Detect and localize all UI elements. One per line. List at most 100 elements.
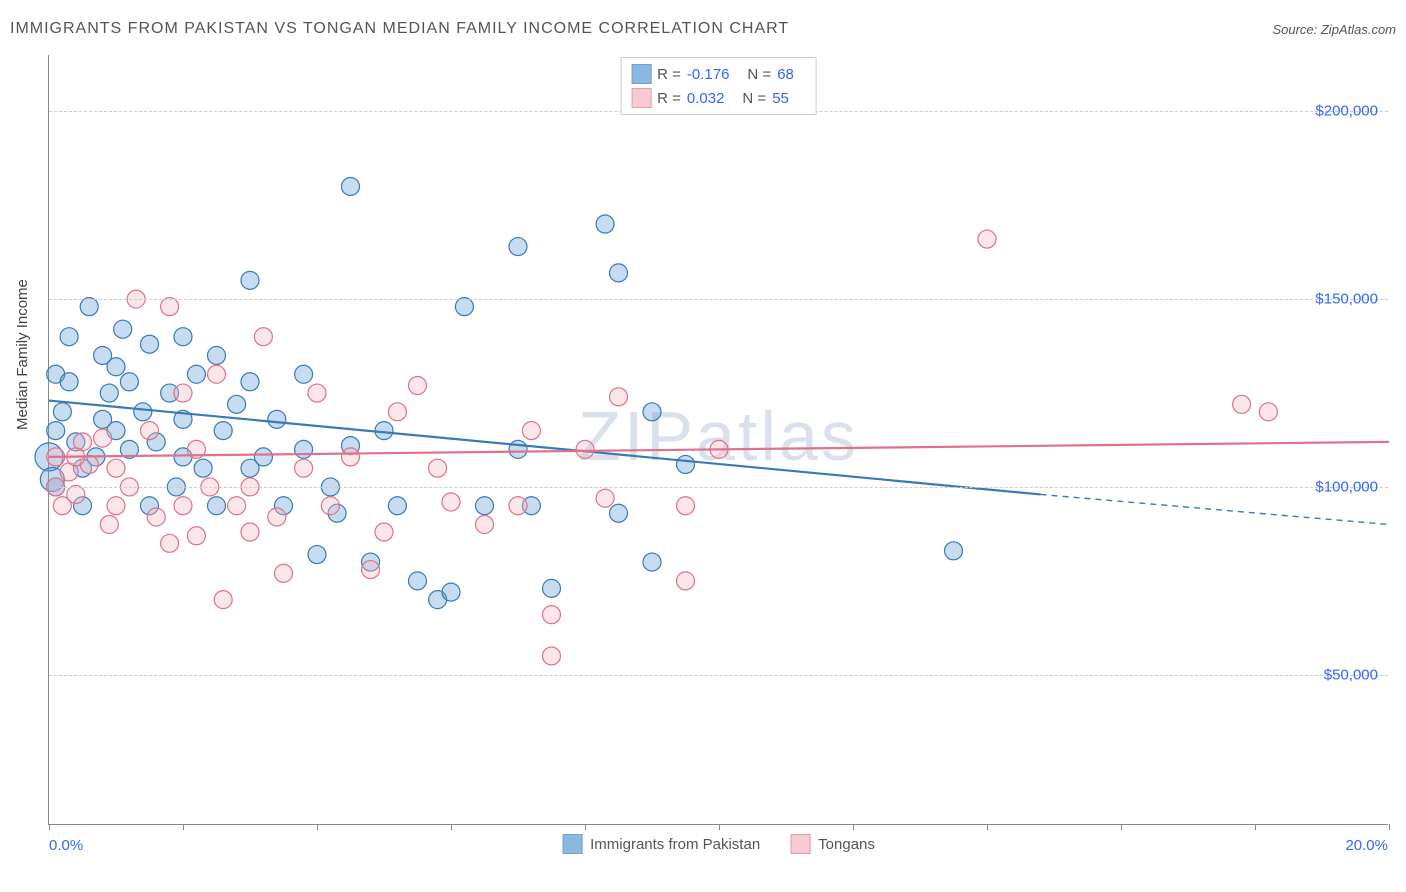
scatter-point bbox=[1233, 395, 1251, 413]
scatter-point bbox=[677, 572, 695, 590]
swatch-icon bbox=[631, 88, 651, 108]
stats-legend: R = -0.176 N = 68 R = 0.032 N = 55 bbox=[620, 57, 817, 115]
scatter-point bbox=[610, 264, 628, 282]
scatter-point bbox=[596, 489, 614, 507]
n-value: 55 bbox=[772, 90, 789, 107]
scatter-point bbox=[147, 508, 165, 526]
scatter-point bbox=[134, 403, 152, 421]
scatter-point bbox=[275, 564, 293, 582]
scatter-point bbox=[596, 215, 614, 233]
gridline bbox=[49, 675, 1388, 676]
scatter-point bbox=[241, 271, 259, 289]
ytick-label: $150,000 bbox=[1315, 291, 1378, 308]
gridline bbox=[49, 487, 1388, 488]
scatter-point bbox=[94, 429, 112, 447]
ytick-label: $200,000 bbox=[1315, 103, 1378, 120]
scatter-point bbox=[295, 365, 313, 383]
x-axis-end-label: 20.0% bbox=[1345, 837, 1388, 854]
swatch-icon bbox=[631, 64, 651, 84]
r-value: -0.176 bbox=[687, 66, 730, 83]
xtick bbox=[1255, 824, 1256, 830]
scatter-point bbox=[978, 230, 996, 248]
scatter-svg bbox=[49, 55, 1388, 824]
scatter-point bbox=[194, 459, 212, 477]
scatter-point bbox=[60, 373, 78, 391]
scatter-point bbox=[610, 388, 628, 406]
ytick-label: $100,000 bbox=[1315, 478, 1378, 495]
scatter-point bbox=[100, 516, 118, 534]
xtick bbox=[183, 824, 184, 830]
xtick bbox=[1389, 824, 1390, 830]
scatter-point bbox=[214, 591, 232, 609]
scatter-point bbox=[476, 516, 494, 534]
scatter-point bbox=[141, 335, 159, 353]
stats-legend-row: R = 0.032 N = 55 bbox=[631, 86, 806, 110]
scatter-point bbox=[80, 298, 98, 316]
scatter-point bbox=[161, 298, 179, 316]
scatter-point bbox=[442, 493, 460, 511]
scatter-point bbox=[141, 422, 159, 440]
scatter-point bbox=[543, 647, 561, 665]
r-label: R = bbox=[657, 66, 681, 83]
source-label: Source: ZipAtlas.com bbox=[1272, 22, 1396, 37]
ytick-label: $50,000 bbox=[1324, 666, 1378, 683]
xtick bbox=[853, 824, 854, 830]
n-label: N = bbox=[747, 66, 771, 83]
scatter-point bbox=[945, 542, 963, 560]
scatter-point bbox=[268, 508, 286, 526]
scatter-point bbox=[208, 346, 226, 364]
scatter-point bbox=[543, 606, 561, 624]
scatter-point bbox=[388, 497, 406, 515]
plot-area: ZIPatlas R = -0.176 N = 68 R = 0.032 N =… bbox=[48, 55, 1388, 825]
legend-item: Immigrants from Pakistan bbox=[562, 834, 760, 854]
legend-label: Tongans bbox=[818, 836, 875, 853]
xtick bbox=[1121, 824, 1122, 830]
scatter-point bbox=[476, 497, 494, 515]
xtick bbox=[585, 824, 586, 830]
scatter-point bbox=[254, 328, 272, 346]
scatter-point bbox=[677, 497, 695, 515]
scatter-point bbox=[375, 523, 393, 541]
scatter-point bbox=[522, 422, 540, 440]
scatter-point bbox=[214, 422, 232, 440]
scatter-point bbox=[174, 328, 192, 346]
scatter-point bbox=[114, 320, 132, 338]
scatter-point bbox=[208, 365, 226, 383]
scatter-point bbox=[228, 497, 246, 515]
scatter-point bbox=[388, 403, 406, 421]
y-axis-label: Median Family Income bbox=[14, 279, 31, 430]
scatter-point bbox=[60, 328, 78, 346]
scatter-point bbox=[100, 384, 118, 402]
scatter-point bbox=[509, 440, 527, 458]
xtick bbox=[317, 824, 318, 830]
scatter-point bbox=[268, 410, 286, 428]
scatter-point bbox=[120, 373, 138, 391]
scatter-point bbox=[187, 365, 205, 383]
scatter-point bbox=[677, 455, 695, 473]
legend-label: Immigrants from Pakistan bbox=[590, 836, 760, 853]
scatter-point bbox=[429, 459, 447, 477]
series-legend: Immigrants from Pakistan Tongans bbox=[562, 834, 875, 854]
n-value: 68 bbox=[777, 66, 794, 83]
gridline bbox=[49, 299, 1388, 300]
scatter-point bbox=[47, 422, 65, 440]
scatter-point bbox=[161, 534, 179, 552]
swatch-icon bbox=[790, 834, 810, 854]
scatter-point bbox=[107, 459, 125, 477]
scatter-point bbox=[308, 546, 326, 564]
scatter-point bbox=[174, 497, 192, 515]
xtick bbox=[451, 824, 452, 830]
xtick bbox=[49, 824, 50, 830]
scatter-point bbox=[295, 459, 313, 477]
scatter-point bbox=[509, 238, 527, 256]
scatter-point bbox=[241, 523, 259, 541]
scatter-point bbox=[321, 497, 339, 515]
scatter-point bbox=[509, 497, 527, 515]
xtick bbox=[987, 824, 988, 830]
xtick bbox=[719, 824, 720, 830]
scatter-point bbox=[1259, 403, 1277, 421]
scatter-point bbox=[241, 373, 259, 391]
scatter-point bbox=[455, 298, 473, 316]
scatter-point bbox=[643, 403, 661, 421]
trend-line-extrapolated bbox=[1041, 494, 1389, 524]
